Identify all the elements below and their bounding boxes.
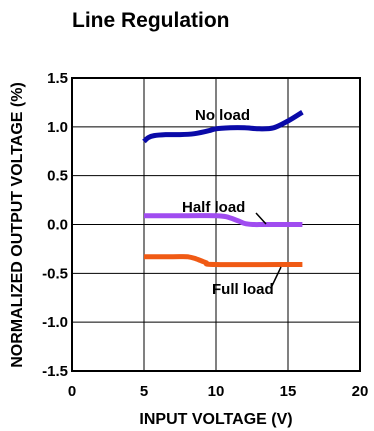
- series-lines: [142, 110, 304, 268]
- x-axis-title: INPUT VOLTAGE (V): [139, 411, 292, 428]
- x-tick-label: 10: [208, 383, 225, 400]
- annotation-half-load: Half load: [182, 199, 245, 216]
- plot-frame: [71, 77, 361, 372]
- leader-half-load: [255, 212, 267, 225]
- chart-title: Line Regulation: [72, 9, 230, 32]
- y-tick-label: 0.0: [47, 217, 68, 234]
- y-tick-label: -0.5: [42, 265, 68, 282]
- x-tick-label: 20: [352, 383, 369, 400]
- y-tick-label: -1.5: [42, 363, 68, 380]
- series-line-half-load: [144, 213, 303, 228]
- x-tick-label: 15: [280, 383, 297, 400]
- annotation-no-load: No load: [195, 107, 250, 124]
- y-tick-label: -1.0: [42, 314, 68, 331]
- series-line-no-load: [142, 110, 304, 144]
- leader-full-load: [270, 266, 282, 289]
- y-axis-title: NORMALIZED OUTPUT VOLTAGE (%): [9, 82, 26, 368]
- y-tick-label: 1.5: [47, 70, 68, 87]
- annotation-leaders: [255, 212, 282, 289]
- annotation-full-load: Full load: [212, 281, 274, 298]
- x-tick-label: 5: [140, 383, 148, 400]
- y-tick-label: 1.0: [47, 119, 68, 136]
- x-tick-label: 0: [68, 383, 76, 400]
- y-axis-tick-labels: 1.5 1.0 0.5 0.0 -0.5 -1.0 -1.5: [42, 70, 68, 380]
- y-tick-label: 0.5: [47, 168, 68, 185]
- series-line-full-load: [144, 254, 303, 268]
- x-axis-tick-labels: 0 5 10 15 20: [68, 383, 369, 400]
- annotations: No load Half load Full load: [182, 107, 274, 298]
